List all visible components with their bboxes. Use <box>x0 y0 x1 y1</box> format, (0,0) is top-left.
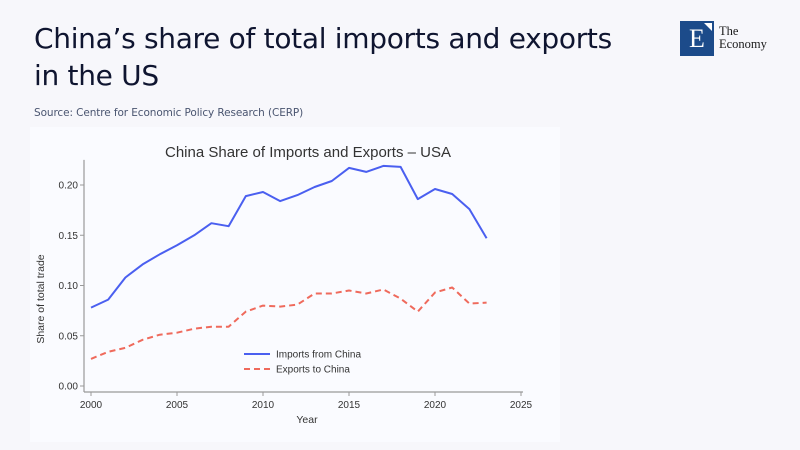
logo-corner-icon <box>704 22 712 31</box>
line-chart: China Share of Imports and Exports – USA… <box>35 144 533 426</box>
y-tick-label: 0.10 <box>59 281 79 292</box>
legend-label: Exports to China <box>276 365 350 376</box>
logo-wordmark: The Economy <box>719 25 767 51</box>
x-tick-label: 2025 <box>510 400 533 411</box>
logo-mark-icon: E <box>680 20 714 56</box>
x-tick-label: 2020 <box>424 400 447 411</box>
chart-axes: 0.00 0.05 0.10 0.15 0.20 2000 2005 2010 2015 2020… <box>59 159 533 411</box>
y-tick-label: 0.05 <box>59 331 79 342</box>
x-tick-label: 2005 <box>166 400 189 411</box>
y-tick-label: 0.15 <box>59 231 79 242</box>
chart-series <box>90 164 488 360</box>
logo-line-1: The <box>719 24 739 38</box>
source-note: Source: Centre for Economic Policy Resea… <box>34 107 304 119</box>
y-tick-label: 0.00 <box>59 382 79 393</box>
imports-line <box>90 164 488 309</box>
x-tick-label: 2015 <box>338 400 361 411</box>
brand-logo: E The Economy <box>680 20 767 56</box>
y-axis-label: Share of total trade <box>35 254 47 343</box>
chart-legend: Imports from China Exports to China <box>244 350 361 376</box>
y-tick-label: 0.20 <box>59 181 79 192</box>
x-tick-label: 2010 <box>252 400 275 411</box>
chart-panel: China Share of Imports and Exports – USA… <box>30 127 560 442</box>
chart-title: China Share of Imports and Exports – USA <box>165 144 451 161</box>
x-axis-label: Year <box>296 414 318 426</box>
logo-letter: E <box>689 24 705 53</box>
page-title: China’s share of total imports and expor… <box>34 22 612 92</box>
legend-label: Imports from China <box>276 350 361 361</box>
logo-line-2: Economy <box>719 37 767 51</box>
exports-line <box>90 286 487 360</box>
x-tick-label: 2000 <box>80 400 103 411</box>
